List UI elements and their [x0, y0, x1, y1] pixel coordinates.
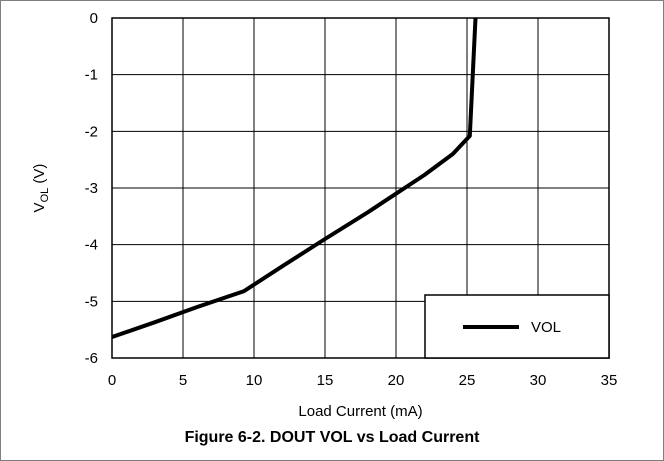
series-line-vol [111, 17, 478, 339]
y-axis-title: VOL (V) [31, 164, 51, 213]
x-tick-label: 25 [459, 372, 476, 389]
x-tick-label: 10 [246, 372, 263, 389]
x-tick-label: 15 [317, 372, 334, 389]
y-tick-label: -4 [85, 237, 98, 254]
x-tick-label: 20 [388, 372, 405, 389]
x-tick-label: 0 [108, 372, 116, 389]
y-tick-label: 0 [90, 10, 98, 27]
y-axis-title-unit: (V) [31, 164, 48, 188]
x-tick-labels: 0 5 10 15 20 25 30 35 [108, 372, 618, 389]
series-layer [111, 17, 478, 339]
y-tick-label: -5 [85, 293, 98, 310]
y-tick-label: -6 [85, 350, 98, 367]
y-tick-labels: 0 -1 -2 -3 -4 -5 -6 [85, 10, 98, 367]
legend-label-vol: VOL [531, 319, 561, 336]
legend: VOL [424, 294, 610, 359]
y-tick-label: -2 [85, 123, 98, 140]
y-axis-title-main: V [31, 202, 48, 212]
y-tick-label: -1 [85, 67, 98, 84]
x-tick-label: 30 [530, 372, 547, 389]
plot-area [111, 17, 610, 359]
x-axis-title: Load Current (mA) [298, 403, 422, 420]
x-tick-label: 5 [179, 372, 187, 389]
x-tick-label: 35 [601, 372, 618, 389]
y-axis-title-subscript: OL [39, 188, 51, 203]
figure-caption: Figure 6-2. DOUT VOL vs Load Current [184, 429, 480, 446]
y-tick-label: -3 [85, 180, 98, 197]
